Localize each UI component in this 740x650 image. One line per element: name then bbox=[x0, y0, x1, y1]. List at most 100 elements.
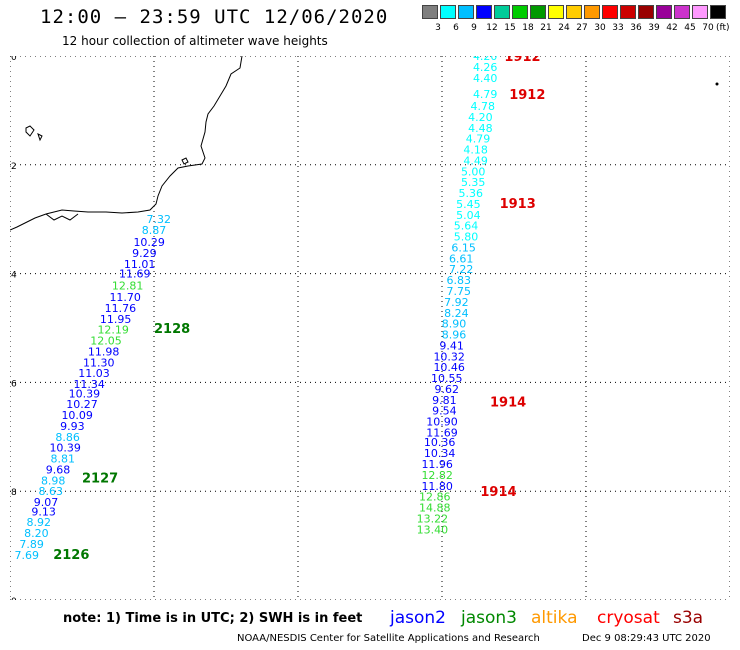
lat-tick-label: -26 bbox=[10, 379, 17, 389]
wave-height-value: 5.64 bbox=[454, 220, 479, 233]
wave-height-value: 11.01 bbox=[124, 258, 156, 271]
wave-height-value: 6.61 bbox=[449, 252, 474, 265]
pass-time-label: 2127 bbox=[82, 472, 118, 487]
wave-height-value: 11.95 bbox=[100, 313, 132, 326]
wave-height-value: 4.40 bbox=[473, 72, 498, 85]
colorbar-swatch bbox=[638, 5, 654, 19]
wave-height-value: 4.26 bbox=[473, 61, 498, 74]
wave-height-value: 12.05 bbox=[90, 335, 122, 348]
wave-height-value: 9.68 bbox=[46, 463, 71, 476]
lat-tick-label: -20 bbox=[10, 56, 17, 63]
colorbar-swatch bbox=[602, 5, 618, 19]
wave-height-value: 11.80 bbox=[421, 480, 453, 493]
map-grid: -20-22-24-26-28-30-45-42-39-36-33-30 bbox=[10, 56, 730, 600]
coastline-lagoon bbox=[45, 213, 79, 221]
island-north bbox=[25, 125, 43, 142]
coastline bbox=[10, 56, 243, 231]
wave-height-value: 12.19 bbox=[97, 324, 129, 337]
footer-timestamp: Dec 9 08:29:43 UTC 2020 bbox=[582, 633, 711, 644]
wave-height-value: 8.92 bbox=[27, 516, 52, 529]
pass-time-label: 1914 bbox=[490, 395, 526, 410]
wave-height-value: 8.24 bbox=[444, 307, 469, 320]
colorbar-label: 3 bbox=[435, 23, 441, 33]
wave-height-value: 11.03 bbox=[78, 367, 110, 380]
wave-height-value: 8.63 bbox=[39, 485, 64, 498]
colorbar-label: 21 bbox=[540, 23, 552, 33]
wave-height-value: 5.80 bbox=[454, 231, 479, 244]
wave-height-value: 9.41 bbox=[439, 339, 464, 352]
colorbar-label: 6 bbox=[453, 23, 459, 33]
colorbar-label: 42 bbox=[666, 23, 678, 33]
pass-time-label: 1914 bbox=[480, 485, 516, 500]
wave-height-value: 8.86 bbox=[55, 431, 80, 444]
wave-height-value: 11.69 bbox=[426, 426, 458, 439]
colorbar-label: 27 bbox=[576, 23, 588, 33]
wave-height-value: 12.82 bbox=[421, 469, 453, 482]
wave-height-value: 7.32 bbox=[147, 213, 172, 226]
colorbar-label: 39 bbox=[648, 23, 660, 33]
lat-tick-label: -30 bbox=[10, 597, 17, 600]
wave-height-value: 10.27 bbox=[66, 398, 98, 411]
island-dot bbox=[715, 82, 719, 86]
wave-height-value: 9.29 bbox=[132, 247, 157, 260]
legend-altika: altika bbox=[531, 608, 578, 628]
footer-credit: NOAA/NESDIS Center for Satellite Applica… bbox=[237, 633, 540, 644]
wave-height-value: 4.48 bbox=[468, 122, 493, 135]
colorbar-label: 12 bbox=[486, 23, 498, 33]
colorbar-swatch bbox=[656, 5, 672, 19]
wave-height-value: 10.29 bbox=[133, 236, 165, 249]
note-text: note: 1) Time is in UTC; 2) SWH is in fe… bbox=[63, 611, 363, 626]
wave-height-value: 10.34 bbox=[424, 447, 456, 460]
legend-cryosat: cryosat bbox=[597, 608, 660, 628]
wave-height-value: 7.75 bbox=[447, 285, 472, 298]
pass-time-label: 2126 bbox=[53, 548, 89, 563]
colorbar-swatch bbox=[422, 5, 438, 19]
colorbar-swatch bbox=[674, 5, 690, 19]
colorbar-swatch bbox=[620, 5, 636, 19]
wave-height-value: 6.83 bbox=[447, 274, 472, 287]
wave-height-value: 13.40 bbox=[417, 523, 449, 536]
wave-height-value: 9.93 bbox=[60, 420, 85, 433]
colorbar-label: 30 bbox=[594, 23, 606, 33]
colorbar-swatch bbox=[566, 5, 582, 19]
wave-height-value: 8.87 bbox=[142, 224, 167, 237]
wave-height-value: 7.22 bbox=[449, 263, 474, 276]
colorbar-swatch bbox=[458, 5, 474, 19]
legend-s3a: s3a bbox=[673, 608, 704, 628]
wave-height-value: 8.98 bbox=[41, 474, 66, 487]
lat-tick-label: -24 bbox=[10, 271, 17, 281]
wave-height-value: 13.22 bbox=[417, 512, 449, 525]
pass-time-label: 1913 bbox=[500, 197, 536, 212]
wave-height-value: 8.96 bbox=[442, 329, 467, 342]
wave-height-value: 10.90 bbox=[426, 416, 458, 429]
wave-height-value: 4.79 bbox=[466, 133, 491, 146]
colorbar-label: 70 bbox=[702, 23, 714, 33]
island-small bbox=[181, 157, 189, 165]
wave-height-value: 11.69 bbox=[119, 268, 151, 281]
wave-height-value: 11.76 bbox=[105, 302, 137, 315]
wave-height-value: 12.81 bbox=[112, 280, 144, 293]
wave-height-map: -20-22-24-26-28-30-45-42-39-36-33-30 7.3… bbox=[10, 56, 730, 600]
legend-jason2: jason2 bbox=[390, 608, 446, 628]
colorbar-swatch bbox=[476, 5, 492, 19]
wave-height-value: 7.92 bbox=[444, 296, 469, 309]
altimeter-tracks: 7.328.8710.299.2911.0111.6912.8111.7011.… bbox=[15, 56, 546, 563]
lat-tick-label: -22 bbox=[10, 162, 17, 172]
wave-height-value: 10.36 bbox=[424, 436, 456, 449]
colorbar-label: 15 bbox=[504, 23, 516, 33]
wave-height-value: 9.81 bbox=[432, 394, 457, 407]
pass-time-label: 2128 bbox=[154, 322, 190, 337]
wave-height-value: 4.20 bbox=[473, 56, 498, 63]
wave-height-value: 5.04 bbox=[456, 209, 481, 222]
wave-height-value: 11.70 bbox=[109, 291, 141, 304]
colorbar-swatch bbox=[494, 5, 510, 19]
colorbar-label: 9 bbox=[471, 23, 477, 33]
wave-height-value: 10.32 bbox=[433, 350, 465, 363]
wave-height-value: 8.20 bbox=[24, 527, 49, 540]
wave-height-value: 5.00 bbox=[461, 165, 486, 178]
colorbar-label: 33 bbox=[612, 23, 624, 33]
wave-height-value: 11.96 bbox=[421, 458, 453, 471]
colorbar-label: 45 bbox=[684, 23, 696, 33]
wave-height-value: 10.39 bbox=[69, 387, 101, 400]
colorbar-unit: (ft) bbox=[716, 23, 730, 33]
